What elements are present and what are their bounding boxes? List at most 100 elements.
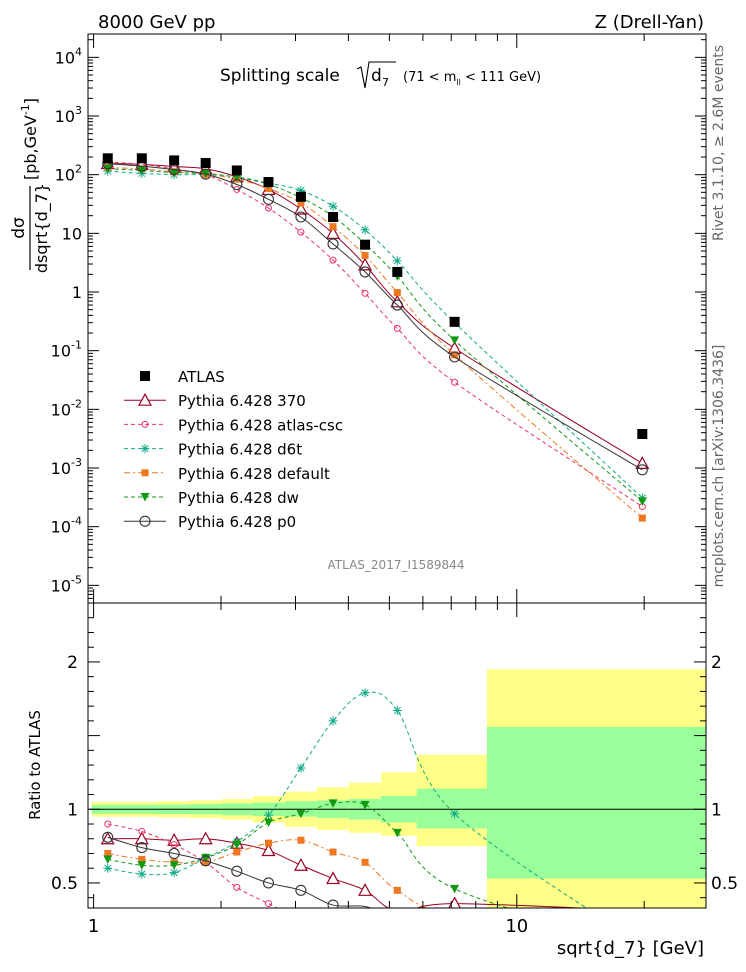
series-point-atlascsc — [451, 378, 459, 386]
ratio-tick-label-right: 1 — [711, 800, 722, 820]
ratio-point-dw — [263, 818, 273, 828]
ratio-panel-axes: 0.5 0.5 1 1 2 2 1 10 — [51, 602, 738, 937]
legend-label-atlascsc: Pythia 6.428 atlas-csc — [178, 416, 343, 434]
ratio-point-dw — [137, 861, 147, 870]
ratio-point-atlascsc — [233, 883, 241, 891]
data-point-atlas — [263, 177, 274, 188]
series-point-d6t — [296, 185, 306, 195]
analysis-tag: ATLAS_2017_I1589844 — [328, 558, 465, 572]
ratio-point-d6t — [263, 810, 273, 820]
y-tick-label: 10-2 — [51, 397, 82, 419]
ratio-tick-label-left: 0.5 — [51, 874, 78, 894]
ratio-point-p370 — [326, 871, 341, 885]
y-tick-label: 104 — [55, 45, 82, 67]
y-tick-label: 10-4 — [51, 515, 82, 537]
y-axis-title-ratio: Ratio to ATLAS — [26, 710, 44, 820]
ratio-point-dw — [296, 809, 306, 819]
ratio-point-atlascsc — [104, 820, 112, 828]
main-panel-axes: 10-5 10-4 10-3 10-2 10-1 1 10 102 103 104 — [51, 33, 707, 604]
ratio-point-p0 — [295, 884, 307, 896]
series-point-atlascsc — [361, 289, 369, 297]
series-point-default — [638, 514, 646, 522]
side-label-mcplots: mcplots.cern.ch [arXiv:1306.3436] — [711, 345, 727, 588]
series-point-p0 — [636, 464, 648, 476]
ratio-point-dw — [103, 855, 113, 864]
series-point-d6t — [328, 201, 338, 211]
data-point-atlas — [360, 239, 371, 250]
ratio-point-atlascsc — [138, 827, 146, 835]
title-var: d — [371, 66, 382, 86]
ratio-bands — [88, 669, 706, 908]
title-cut: (71 < mll < 111 GeV) — [403, 70, 541, 87]
series-point-p0 — [262, 193, 275, 205]
legend-marker-p0 — [139, 515, 151, 527]
series-point-d6t — [360, 225, 370, 235]
legend: ATLAS Pythia 6.428 370 Pythia 6.428 atlas-… — [124, 368, 343, 531]
series-point-p0 — [231, 178, 243, 191]
ratio-tick-label-left: 2 — [67, 653, 78, 673]
ylabel-den: dsqrt{d_7} — [32, 183, 52, 273]
ratio-point-d6t — [169, 868, 179, 878]
series-point-default — [329, 223, 337, 231]
title-prefix: Splitting scale — [220, 66, 340, 86]
ratio-point-atlascsc — [170, 841, 178, 849]
legend-marker-atlascsc — [141, 420, 149, 428]
series-point-atlascsc — [264, 204, 272, 212]
data-point-atlas — [169, 155, 180, 166]
series-point-dw — [450, 336, 460, 345]
series-point-dw — [169, 168, 179, 178]
ratio-point-default — [297, 836, 305, 844]
series-point-default — [451, 351, 459, 359]
ratio-tick-label-right: 0.5 — [711, 874, 738, 894]
ratio-tick-label-left: 1 — [67, 800, 78, 820]
legend-marker-p370 — [137, 392, 153, 406]
main-panel-series — [100, 153, 650, 522]
legend-label-dw: Pythia 6.428 dw — [178, 489, 299, 507]
ratio-frame — [87, 602, 707, 909]
data-point-atlas — [231, 165, 242, 176]
legend-marker-default — [141, 469, 149, 477]
ratio-point-p370 — [198, 831, 213, 845]
legend-marker-d6t — [140, 444, 150, 454]
ratio-point-dw — [169, 861, 179, 870]
header-channel: Z (Drell-Yan) — [595, 12, 704, 33]
legend-label-default: Pythia 6.428 default — [178, 465, 330, 483]
data-point-atlas — [392, 266, 403, 277]
y-tick-label: 1 — [72, 283, 82, 302]
ratio-band-inner — [416, 788, 487, 829]
y-tick-label: 10 — [62, 224, 82, 243]
ratio-point-p370 — [167, 832, 182, 846]
ratio-point-default — [264, 839, 272, 847]
y-tick-label: 10-3 — [51, 456, 82, 478]
ratio-line-p0 — [107, 836, 373, 908]
legend-marker-dw — [140, 493, 150, 502]
ylabel-units: [pb,GeV-1] — [19, 98, 40, 180]
legend-label-p0: Pythia 6.428 p0 — [178, 513, 296, 531]
series-point-p370 — [293, 201, 308, 215]
ratio-point-p0 — [102, 831, 114, 843]
data-point-atlas — [328, 211, 339, 222]
series-point-dw — [637, 497, 647, 506]
data-point-atlas — [449, 316, 460, 327]
header-process: 8000 GeV pp — [98, 12, 215, 33]
title-var-sub: 7 — [382, 76, 389, 89]
ratio-point-p0 — [327, 899, 339, 908]
y-tick-label: 10-1 — [51, 339, 82, 361]
ratio-point-p370 — [358, 883, 373, 896]
y-axis-title-top: dσ dsqrt{d_7} [pb,GeV-1] — [9, 98, 52, 273]
ratio-band-inner — [486, 726, 706, 879]
ratio-point-default — [233, 848, 241, 856]
data-point-atlas — [200, 158, 211, 169]
series-point-p0 — [391, 299, 403, 311]
series-point-p370 — [358, 257, 373, 271]
data-point-atlas — [637, 428, 648, 439]
series-point-p0 — [359, 266, 371, 278]
ratio-point-p370 — [293, 858, 308, 871]
series-line-p0 — [107, 163, 643, 471]
data-point-atlas — [136, 153, 147, 164]
series-point-atlascsc — [329, 256, 337, 264]
ylabel-num: dσ — [9, 217, 29, 239]
ratio-line-d6t — [107, 691, 588, 908]
data-point-atlas — [295, 191, 306, 202]
ratio-point-p0 — [200, 855, 212, 867]
